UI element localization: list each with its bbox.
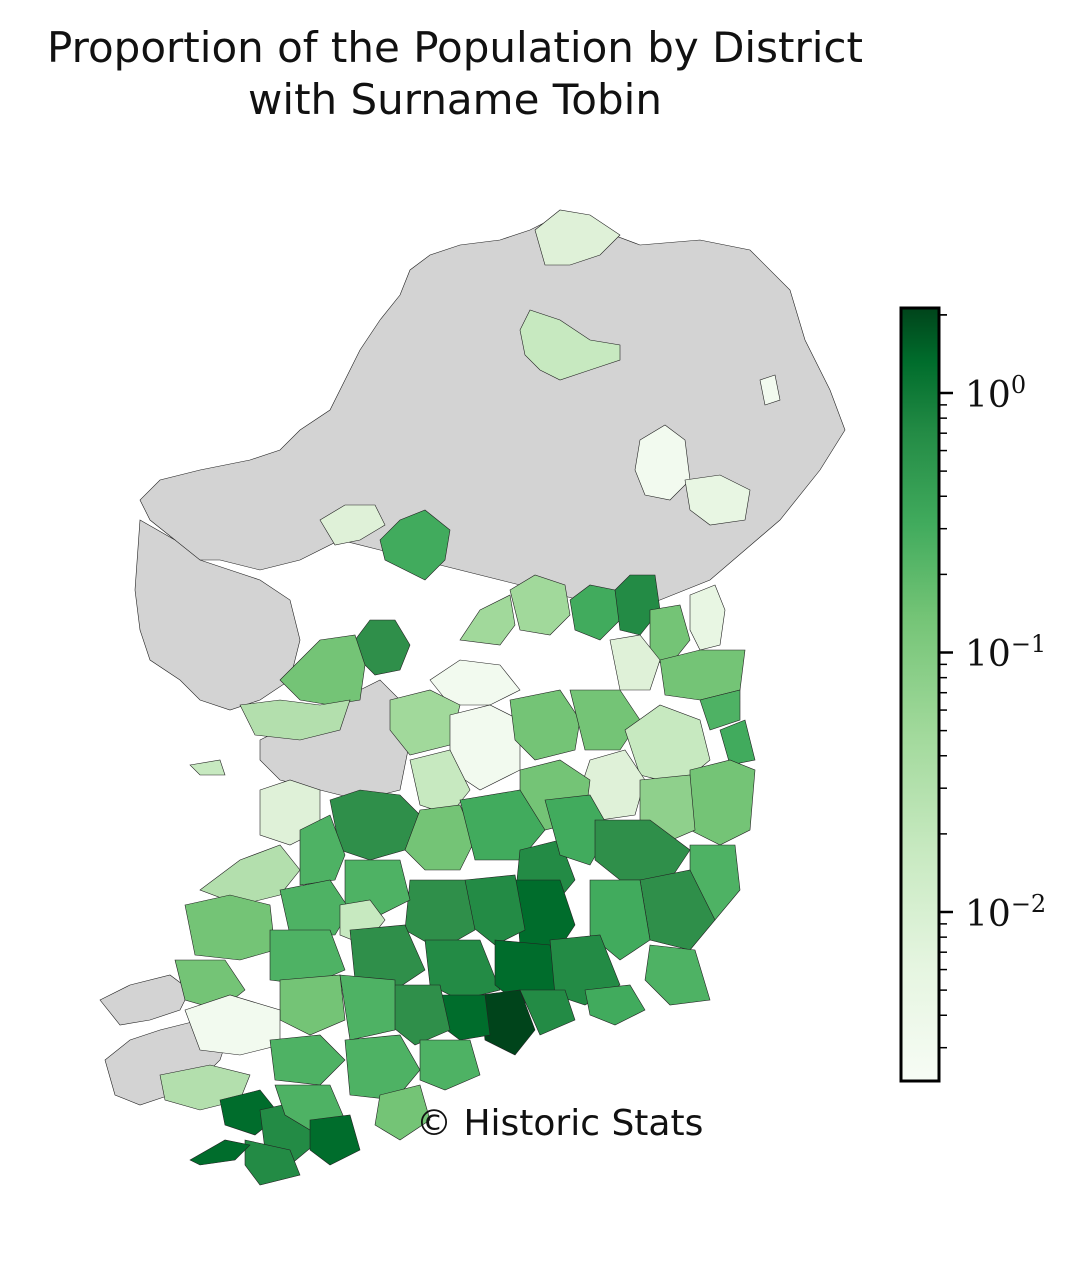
- map-region-youghal: [419, 1039, 481, 1091]
- map-region-down-a: [634, 424, 691, 501]
- map-region-antrim-small: [759, 374, 781, 406]
- map-region-sligo: [319, 504, 386, 546]
- map-region-cashel: [464, 874, 526, 946]
- title-line-1: Proportion of the Population by District: [47, 23, 863, 72]
- map-region-west: [134, 519, 301, 711]
- map-region-ormond: [404, 804, 476, 871]
- map-region-beara: [189, 1139, 251, 1166]
- map-region-leitrim: [379, 509, 451, 581]
- svg-text:10−1: 10−1: [965, 630, 1046, 675]
- map-region-tipperary-south: [404, 879, 476, 951]
- map-region-cork: [344, 1034, 421, 1101]
- map-region-galway-coast: [239, 699, 351, 741]
- map-region-cavan-south: [509, 574, 571, 636]
- map-region-mayo-south: [279, 634, 366, 706]
- district-map: [99, 209, 846, 1186]
- map-region-midleton: [374, 1084, 431, 1141]
- colorbar: 100 10−1 10−2: [899, 306, 1046, 1083]
- map-region-lismore: [519, 989, 576, 1036]
- map-region-meath-b: [609, 634, 661, 691]
- copyright-text: © Historic Stats: [416, 1103, 703, 1144]
- map-region-kanturk: [279, 974, 346, 1036]
- map-region-waterford-coast: [584, 984, 646, 1026]
- map-region-offaly-b: [409, 749, 471, 816]
- colorbar-tick-label-1: 10−1: [965, 630, 1046, 675]
- map-region-longford: [459, 594, 516, 646]
- map-region-down-b: [684, 474, 751, 526]
- map-region-kilkenny-north: [459, 789, 546, 861]
- map-region-dunmanway: [244, 1139, 301, 1186]
- map-region-macroom: [269, 1034, 346, 1086]
- map-region-new-ross: [589, 879, 651, 961]
- svg-text:100: 100: [965, 371, 1026, 416]
- colorbar-tick-label-2: 10−2: [965, 890, 1046, 935]
- map-region-bandon: [309, 1114, 361, 1166]
- map-region-inishowen: [534, 209, 621, 266]
- map-region-tipperary-mid: [299, 814, 346, 886]
- svg-text:10−2: 10−2: [965, 890, 1046, 935]
- map-region-limerick-north: [279, 879, 351, 936]
- map-region-dublin: [699, 689, 741, 731]
- map-region-drogheda: [689, 584, 726, 651]
- map-region-mitchelstown: [349, 924, 426, 991]
- map-region-dublin-south: [719, 719, 756, 766]
- colorbar-tick-label-0: 100: [965, 371, 1026, 416]
- colorbar-ticks: [939, 314, 953, 1049]
- map-region-kerry-peninsula: [99, 974, 191, 1026]
- map-region-kerry-a: [184, 894, 276, 961]
- map-region-mallow: [339, 974, 396, 1041]
- map-region-kildare-a: [509, 689, 581, 761]
- map-region-kerry-north: [189, 759, 226, 776]
- colorbar-gradient: [899, 306, 941, 1083]
- title-line-2: with Surname Tobin: [248, 75, 662, 124]
- map-region-wexford-south: [644, 944, 711, 1006]
- map-region-wicklow: [689, 759, 756, 846]
- map-region-derry: [519, 309, 621, 381]
- map-region-north: [139, 214, 846, 611]
